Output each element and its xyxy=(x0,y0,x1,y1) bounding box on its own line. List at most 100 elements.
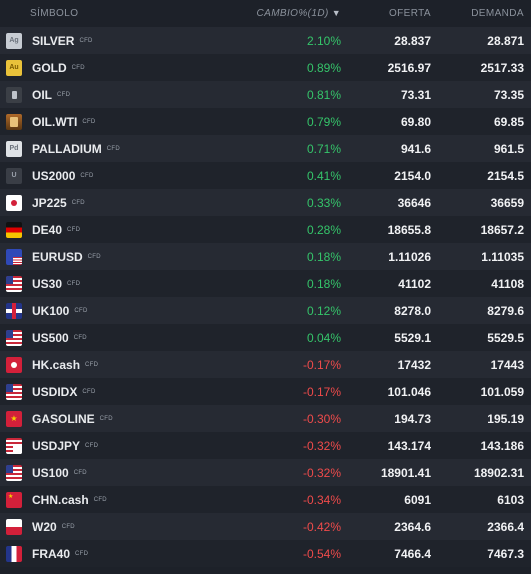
symbol-type-badge: CFD xyxy=(67,280,81,287)
table-row[interactable]: UK100 CFD 0.12% 8278.0 8279.6 xyxy=(0,297,531,324)
change-percent: -0.17% xyxy=(302,384,341,399)
symbol-cell: UK100 CFD xyxy=(0,302,237,319)
change-percent: 0.28% xyxy=(306,222,341,237)
symbol-name: US100 xyxy=(32,465,69,480)
ask-price: 41108 xyxy=(491,276,524,291)
change-percent: 0.12% xyxy=(306,303,341,318)
symbol-cell: OIL CFD xyxy=(0,86,237,103)
symbol-type-badge: CFD xyxy=(73,469,87,476)
symbol-type-badge: CFD xyxy=(93,496,107,503)
symbol-cell: U US2000 CFD xyxy=(0,167,237,184)
symbol-name: UK100 xyxy=(32,303,70,318)
table-header: SÍMBOLO CAMBIO%(1D) ▼ OFERTA DEMANDA xyxy=(0,0,531,27)
change-header-label: CAMBIO%(1D) xyxy=(256,8,329,19)
symbol-cell: FRA40 CFD xyxy=(0,545,237,562)
change-column-header[interactable]: CAMBIO%(1D) ▼ xyxy=(237,8,345,19)
table-row[interactable]: EURUSD CFD 0.18% 1.11026 1.11035 xyxy=(0,243,531,270)
table-row[interactable]: OIL.WTI CFD 0.79% 69.80 69.85 xyxy=(0,108,531,135)
symbol-type-badge: CFD xyxy=(82,388,96,395)
us-japan-flag-icon xyxy=(6,437,22,454)
table-row[interactable]: OIL CFD 0.81% 73.31 73.35 xyxy=(0,81,531,108)
symbol-cell: US500 CFD xyxy=(0,329,237,346)
change-percent: 0.81% xyxy=(306,87,341,102)
table-body: Ag SILVER CFD 2.10% 28.837 28.871 Au GOLD CFD 0.8… xyxy=(0,27,531,567)
china-flag-icon xyxy=(6,491,22,508)
ask-column-header[interactable]: DEMANDA xyxy=(471,8,524,19)
symbol-cell: GASOLINE CFD xyxy=(0,410,237,427)
change-percent: 0.79% xyxy=(306,114,341,129)
symbol-cell: Pd PALLADIUM CFD xyxy=(0,140,237,157)
ask-price: 2517.33 xyxy=(480,60,524,75)
table-row[interactable]: U US2000 CFD 0.41% 2154.0 2154.5 xyxy=(0,162,531,189)
gold-icon: Au xyxy=(6,59,22,76)
ask-price: 36659 xyxy=(490,195,524,210)
symbol-name: W20 xyxy=(32,519,57,534)
bid-price: 941.6 xyxy=(400,141,431,156)
table-row[interactable]: Pd PALLADIUM CFD 0.71% 941.6 961.5 xyxy=(0,135,531,162)
bid-price: 5529.1 xyxy=(394,330,431,345)
symbol-name: USDIDX xyxy=(32,384,78,399)
ask-price: 17443 xyxy=(490,357,524,372)
france-flag-icon xyxy=(6,545,22,562)
change-percent: 0.41% xyxy=(306,168,341,183)
ask-price: 8279.6 xyxy=(487,303,524,318)
sort-descending-icon: ▼ xyxy=(331,8,341,18)
bid-price: 69.80 xyxy=(400,114,431,129)
table-row[interactable]: Ag SILVER CFD 2.10% 28.837 28.871 xyxy=(0,27,531,54)
ask-price: 195.19 xyxy=(487,411,524,426)
symbol-type-badge: CFD xyxy=(82,118,96,125)
table-row[interactable]: Au GOLD CFD 0.89% 2516.97 2517.33 xyxy=(0,54,531,81)
ask-price: 73.35 xyxy=(493,87,524,102)
symbol-name: OIL xyxy=(32,87,52,102)
table-row[interactable]: CHN.cash CFD -0.34% 6091 6103 xyxy=(0,486,531,513)
bid-price: 36646 xyxy=(397,195,431,210)
table-row[interactable]: US500 CFD 0.04% 5529.1 5529.5 xyxy=(0,324,531,351)
table-row[interactable]: DE40 CFD 0.28% 18655.8 18657.2 xyxy=(0,216,531,243)
symbol-cell: EURUSD CFD xyxy=(0,248,237,265)
table-row[interactable]: W20 CFD -0.42% 2364.6 2366.4 xyxy=(0,513,531,540)
silver-icon: Ag xyxy=(6,32,22,49)
bid-price: 18655.8 xyxy=(387,222,431,237)
symbol-type-badge: CFD xyxy=(85,361,99,368)
symbol-name: CHN.cash xyxy=(32,492,89,507)
ask-price: 18902.31 xyxy=(473,465,524,480)
symbol-cell: USDJPY CFD xyxy=(0,437,237,454)
change-percent: -0.34% xyxy=(302,492,341,507)
table-row[interactable]: JP225 CFD 0.33% 36646 36659 xyxy=(0,189,531,216)
germany-flag-icon xyxy=(6,221,22,238)
symbol-type-badge: CFD xyxy=(67,226,81,233)
us-flag-icon xyxy=(6,329,22,346)
symbol-type-badge: CFD xyxy=(71,199,85,206)
change-percent: -0.30% xyxy=(302,411,341,426)
symbol-type-badge: CFD xyxy=(85,442,99,449)
us-flag-icon xyxy=(6,464,22,481)
bid-price: 2154.0 xyxy=(394,168,431,183)
change-percent: -0.32% xyxy=(302,438,341,453)
eu-us-flag-icon xyxy=(6,248,22,265)
table-row[interactable]: USDIDX CFD -0.17% 101.046 101.059 xyxy=(0,378,531,405)
symbol-cell: CHN.cash CFD xyxy=(0,491,237,508)
symbol-column-header[interactable]: SÍMBOLO xyxy=(30,8,79,19)
japan-flag-icon xyxy=(6,194,22,211)
ask-price: 28.871 xyxy=(487,33,524,48)
symbol-type-badge: CFD xyxy=(79,37,93,44)
symbol-name: DE40 xyxy=(32,222,63,237)
ask-price: 2154.5 xyxy=(487,168,524,183)
table-row[interactable]: USDJPY CFD -0.32% 143.174 143.186 xyxy=(0,432,531,459)
table-row[interactable]: FRA40 CFD -0.54% 7466.4 7467.3 xyxy=(0,540,531,567)
symbol-type-badge: CFD xyxy=(57,91,71,98)
table-row[interactable]: US100 CFD -0.32% 18901.41 18902.31 xyxy=(0,459,531,486)
table-row[interactable]: US30 CFD 0.18% 41102 41108 xyxy=(0,270,531,297)
bid-price: 2516.97 xyxy=(387,60,431,75)
symbol-name: OIL.WTI xyxy=(32,114,78,129)
oil-wti-icon xyxy=(6,113,22,130)
uk-flag-icon xyxy=(6,302,22,319)
ask-price: 143.186 xyxy=(480,438,524,453)
symbol-type-badge: CFD xyxy=(80,172,94,179)
symbol-type-badge: CFD xyxy=(87,253,101,260)
bid-price: 73.31 xyxy=(400,87,431,102)
bid-column-header[interactable]: OFERTA xyxy=(388,8,431,19)
table-row[interactable]: HK.cash CFD -0.17% 17432 17443 xyxy=(0,351,531,378)
table-row[interactable]: GASOLINE CFD -0.30% 194.73 195.19 xyxy=(0,405,531,432)
bid-price: 2364.6 xyxy=(394,519,431,534)
